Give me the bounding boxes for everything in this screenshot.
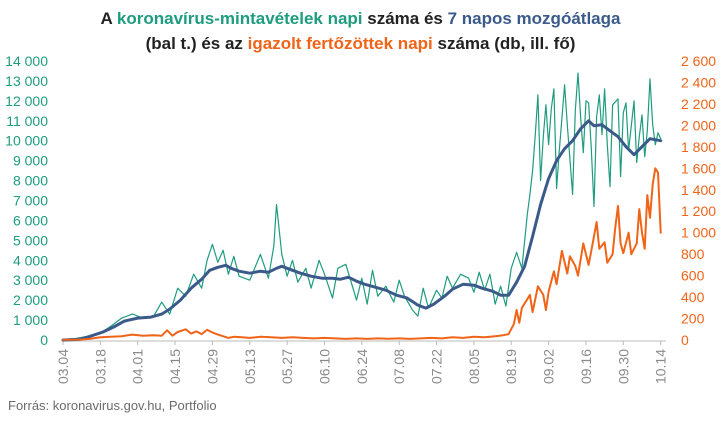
x-tick-label: 08.05 bbox=[466, 349, 482, 384]
right-y-tick-label: 1 200 bbox=[681, 203, 716, 219]
right-y-tick-label: 2 600 bbox=[681, 53, 716, 69]
title-line1-segment: koronavírus-mintavételek napi bbox=[116, 9, 363, 28]
x-tick-label: 03.18 bbox=[92, 349, 108, 384]
source-note: Forrás: koronavirus.gov.hu, Portfolio bbox=[8, 398, 217, 413]
right-y-tick-label: 800 bbox=[681, 246, 705, 262]
title-line1-segment: száma és bbox=[362, 9, 448, 28]
x-tick-label: 10.14 bbox=[653, 349, 669, 384]
left-y-tick-label: 9 000 bbox=[13, 153, 48, 169]
right-y-tick-label: 1 600 bbox=[681, 160, 716, 176]
left-y-tick-label: 12 000 bbox=[5, 93, 48, 109]
title-line2-segment: száma (db, ill. fő) bbox=[432, 34, 576, 53]
right-y-tick-label: 1 800 bbox=[681, 139, 716, 155]
right-y-tick-label: 1 000 bbox=[681, 225, 716, 241]
title-line1-segment: A bbox=[100, 9, 117, 28]
x-tick-label: 04.01 bbox=[130, 349, 146, 384]
right-y-tick-label: 200 bbox=[681, 311, 705, 327]
right-y-tick-label: 2 000 bbox=[681, 117, 716, 133]
x-tick-label: 04.29 bbox=[204, 349, 220, 384]
left-y-tick-label: 2 000 bbox=[13, 292, 48, 308]
left-y-tick-label: 3 000 bbox=[13, 272, 48, 288]
x-tick-label: 05.13 bbox=[242, 349, 258, 384]
x-tick-label: 09.02 bbox=[541, 349, 557, 384]
confirmed-cases-series-line bbox=[62, 167, 662, 341]
moving-average-series-line bbox=[61, 119, 663, 342]
title-line2-segment: (bal t.) és az bbox=[145, 34, 248, 53]
right-y-axis: 0 200 400 600 800 1 000 1 200 1 400 1 600 1 800 2 … bbox=[681, 53, 716, 348]
right-y-tick-label: 2 400 bbox=[681, 74, 716, 90]
x-tick-label: 05.27 bbox=[279, 349, 295, 384]
x-tick-label: 09.16 bbox=[578, 349, 594, 384]
right-y-tick-label: 2 200 bbox=[681, 96, 716, 112]
chart-title: A koronavírus-mintavételek napi száma és… bbox=[0, 6, 721, 56]
title-line1-segment: 7 napos mozgóátlaga bbox=[447, 9, 621, 28]
left-y-tick-label: 13 000 bbox=[5, 73, 48, 89]
right-y-tick-label: 600 bbox=[681, 268, 705, 284]
x-tick-label: 06.24 bbox=[354, 349, 370, 384]
series-layer bbox=[61, 72, 663, 342]
right-y-tick-label: 400 bbox=[681, 289, 705, 305]
left-y-tick-label: 4 000 bbox=[13, 252, 48, 268]
chart-title-line-1: A koronavírus-mintavételek napi száma és… bbox=[0, 6, 721, 31]
x-tick-label: 09.30 bbox=[615, 349, 631, 384]
right-y-tick-label: 0 bbox=[681, 332, 689, 348]
x-axis: 03.04 03.18 04.01 04.15 04.29 05.13 05.27 06.10… bbox=[55, 340, 669, 384]
title-line2-segment: igazolt fertőzöttek napi bbox=[247, 34, 433, 53]
x-tick-label: 04.15 bbox=[167, 349, 183, 384]
x-tick-label: 08.19 bbox=[503, 349, 519, 384]
right-y-tick-label: 1 400 bbox=[681, 182, 716, 198]
left-y-tick-label: 11 000 bbox=[6, 113, 48, 129]
left-y-axis: 0 1 000 2 000 3 000 4 000 5 000 6 000 7 000 8 00… bbox=[5, 53, 48, 348]
x-tick-label: 07.08 bbox=[391, 349, 407, 384]
left-y-tick-label: 14 000 bbox=[5, 53, 48, 69]
left-y-tick-label: 0 bbox=[40, 332, 48, 348]
left-y-tick-label: 5 000 bbox=[13, 232, 48, 248]
x-tick-label: 07.22 bbox=[429, 349, 445, 384]
left-y-tick-label: 1 000 bbox=[13, 312, 48, 328]
left-y-tick-label: 7 000 bbox=[13, 193, 48, 209]
chart-title-line-2: (bal t.) és az igazolt fertőzöttek napi … bbox=[0, 31, 721, 56]
x-tick-label: 03.04 bbox=[55, 349, 71, 384]
x-tick-label: 06.10 bbox=[316, 349, 332, 384]
left-y-tick-label: 10 000 bbox=[5, 133, 48, 149]
tests-series-line bbox=[62, 72, 662, 341]
left-y-tick-label: 6 000 bbox=[13, 212, 48, 228]
left-y-tick-label: 8 000 bbox=[13, 173, 48, 189]
